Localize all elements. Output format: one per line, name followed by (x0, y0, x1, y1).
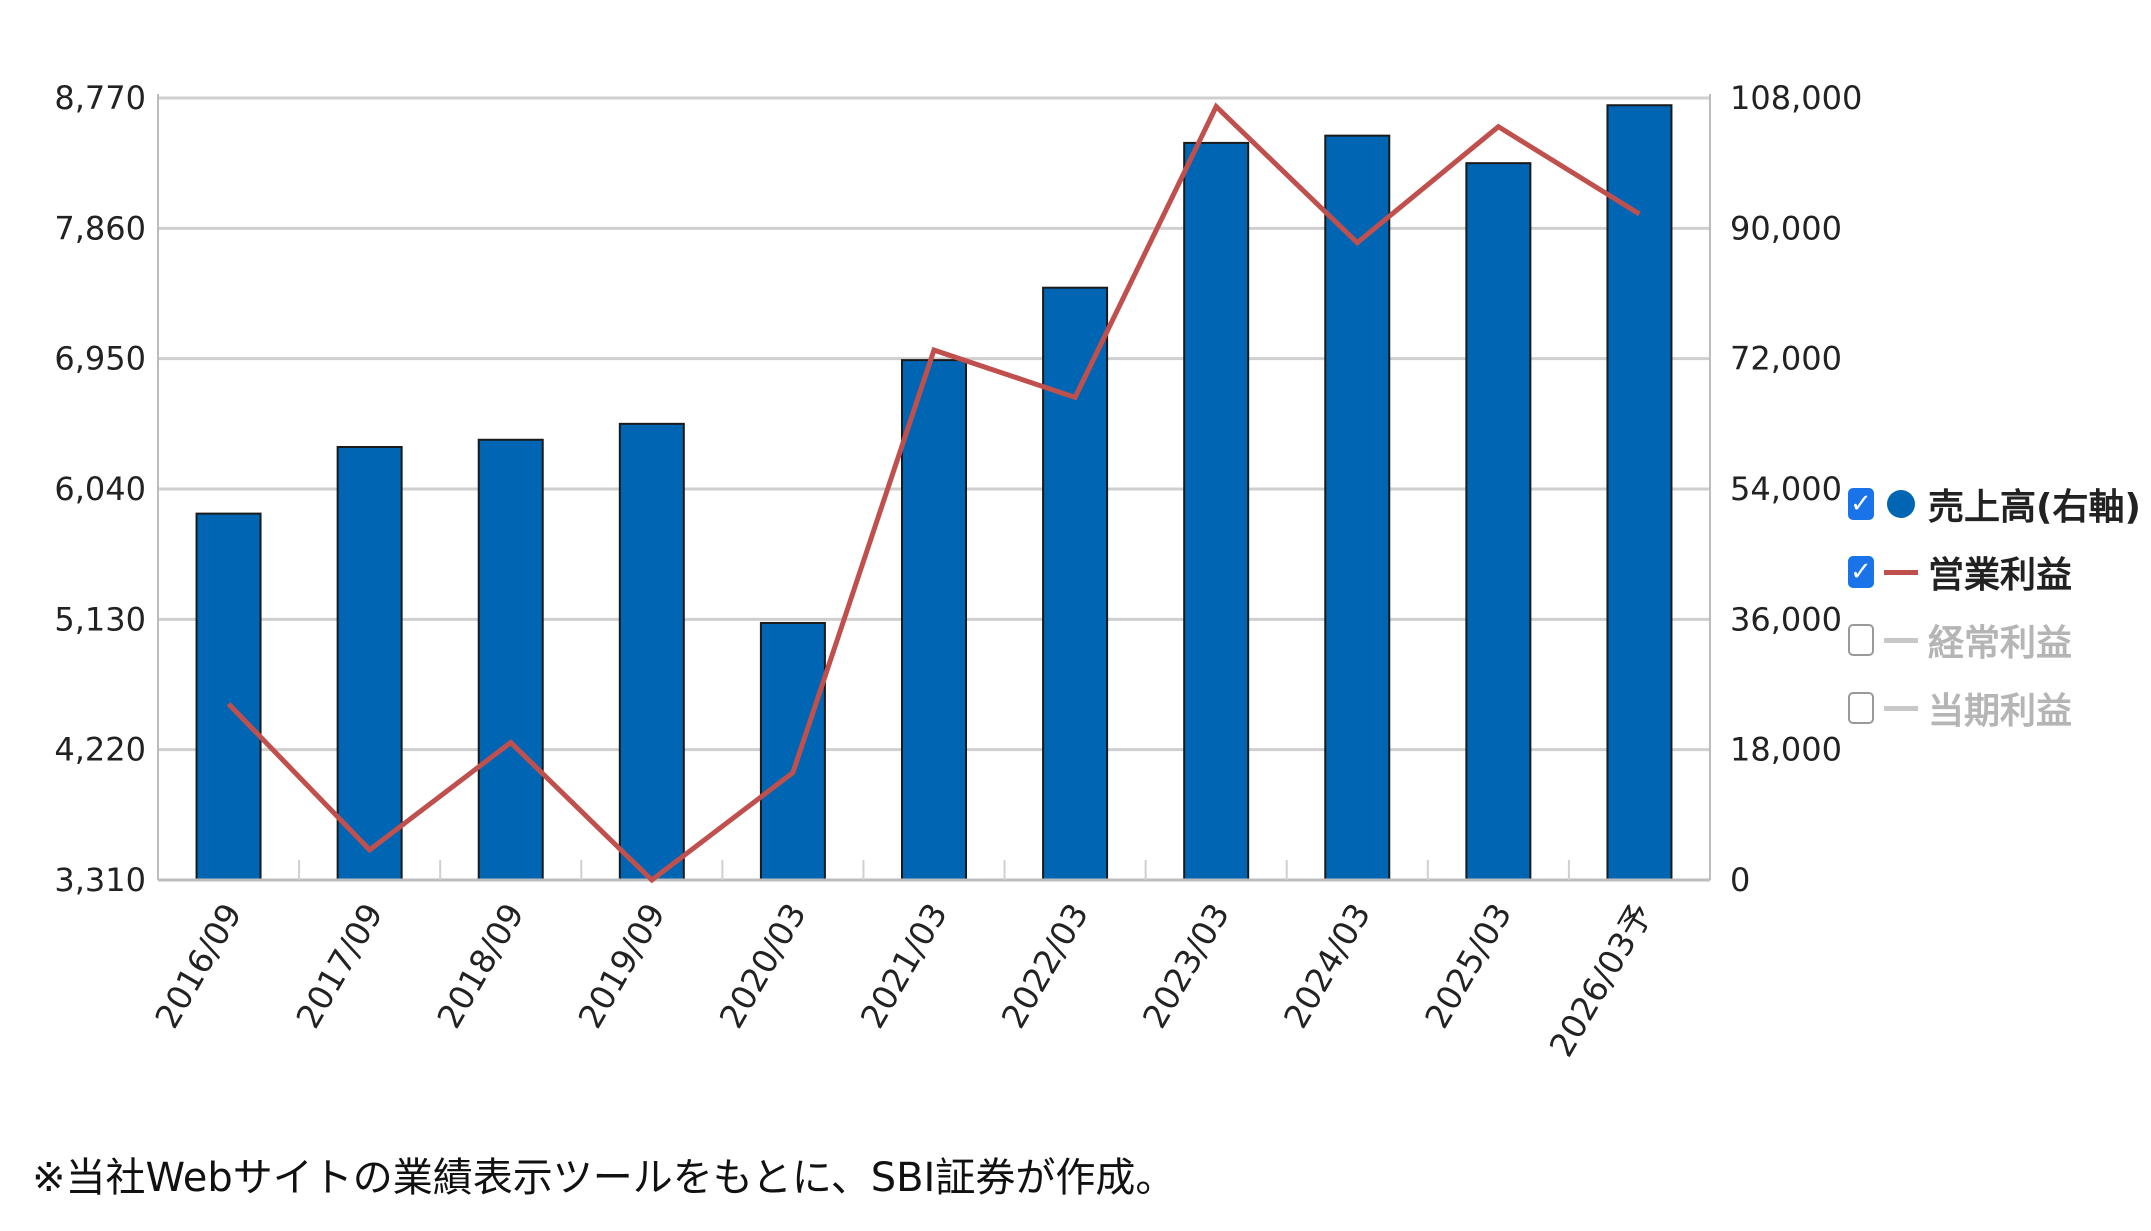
y-left-tick-label: 7,860 (54, 209, 146, 247)
bar (759, 621, 826, 881)
line-series (226, 102, 1641, 884)
legend-item-ordinary-profit[interactable]: 経常利益 (1848, 606, 2141, 674)
checkbox-checked-icon[interactable]: ✓ (1848, 488, 1874, 520)
checkbox-unchecked-icon[interactable] (1848, 692, 1874, 724)
legend-item-operating-profit[interactable]: ✓ 営業利益 (1848, 538, 2141, 606)
y-right-tick-label: 108,000 (1730, 79, 1862, 117)
x-tick-label: 2023/03 (1135, 897, 1237, 1035)
bar (1324, 134, 1391, 881)
y-left-tick-label: 6,040 (54, 470, 146, 508)
y-right-tick-label: 18,000 (1730, 731, 1842, 769)
checkbox-unchecked-icon[interactable] (1848, 624, 1874, 656)
y-right-tick-label: 36,000 (1730, 600, 1842, 638)
legend-item-net-profit[interactable]: 当期利益 (1848, 674, 2141, 742)
bar (1606, 104, 1673, 882)
legend-label: 営業利益 (1928, 555, 2073, 596)
x-tick-label: 2024/03 (1276, 897, 1378, 1035)
x-tick-label: 2022/03 (994, 897, 1096, 1035)
bar (901, 359, 967, 881)
checkbox-checked-icon[interactable]: ✓ (1848, 556, 1874, 588)
x-tick-label: 2018/09 (429, 897, 531, 1035)
bar (1465, 162, 1532, 881)
axes (157, 94, 1711, 882)
bar (1183, 141, 1250, 882)
y-right-tick-label: 90,000 (1730, 209, 1842, 247)
line-icon (1882, 692, 1920, 724)
x-tick-label: 2026/03予 (1542, 897, 1661, 1064)
y-left-tick-label: 3,310 (54, 861, 146, 899)
bar (618, 422, 685, 881)
y-right-tick-label: 54,000 (1730, 470, 1842, 508)
x-tick-label: 2025/03 (1417, 897, 1519, 1035)
footnote: ※当社Webサイトの業績表示ツールをもとに、SBI証券が作成。 (32, 1155, 1176, 1201)
y-left-tick-label: 5,130 (54, 600, 146, 638)
dot-icon (1882, 488, 1920, 520)
bar (1042, 286, 1109, 881)
x-tick-label: 2021/03 (853, 897, 955, 1035)
y-left-tick-label: 8,770 (54, 79, 146, 117)
legend: ✓ 売上高(右軸) ✓ 営業利益 経常利益 当期利益 (1848, 470, 2141, 742)
y-left-tick-label: 4,220 (54, 731, 146, 769)
bar (477, 438, 544, 881)
line-icon (1882, 624, 1920, 656)
y-axis-left: 8,770 7,860 6,950 6,040 5,130 4,220 3,310 (54, 79, 146, 899)
y-right-tick-label: 72,000 (1730, 340, 1842, 378)
line-icon (1882, 556, 1920, 588)
x-tick-label: 2016/09 (147, 897, 249, 1035)
legend-label: 経常利益 (1928, 623, 2073, 664)
y-left-tick-label: 6,950 (54, 340, 146, 378)
legend-item-sales[interactable]: ✓ 売上高(右軸) (1848, 470, 2141, 538)
bar (195, 512, 262, 881)
x-tick-label: 2019/09 (570, 897, 672, 1035)
y-axis-right: 108,000 90,000 72,000 54,000 36,000 18,000 0 (1730, 79, 1862, 899)
bar-series (195, 104, 1673, 882)
x-axis-labels: 2016/09 2017/09 2018/09 2019/09 2020/03 2021/… (147, 897, 1660, 1064)
y-right-tick-label: 0 (1730, 861, 1750, 899)
series-line (226, 102, 1641, 884)
legend-label: 当期利益 (1928, 691, 2073, 732)
legend-label: 売上高(右軸) (1928, 487, 2141, 528)
bar (336, 446, 403, 881)
x-tick-label: 2020/03 (712, 897, 814, 1035)
x-tick-label: 2017/09 (288, 897, 390, 1035)
